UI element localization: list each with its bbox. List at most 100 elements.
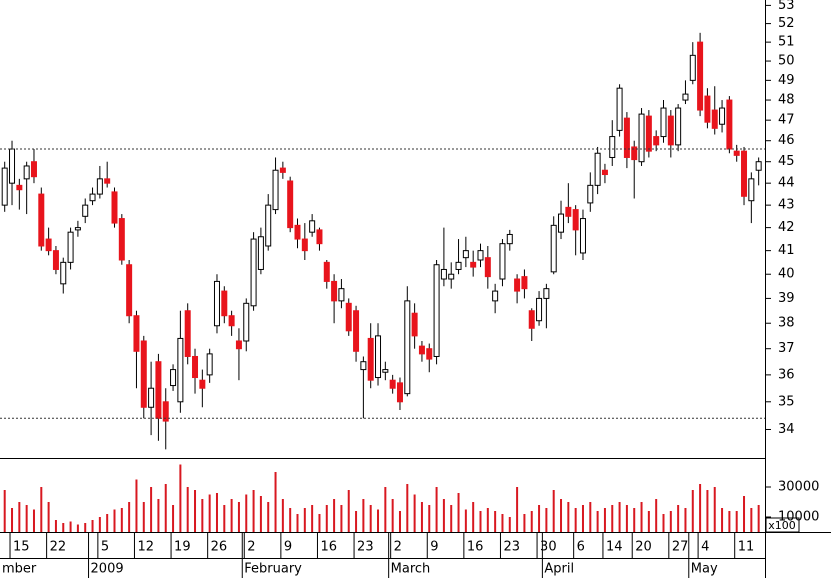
volume-bar — [245, 494, 248, 532]
volume-bar — [633, 508, 636, 532]
x-tick-label: 26 — [211, 540, 228, 555]
candle-body — [755, 161, 762, 171]
candle-body — [316, 229, 323, 245]
volume-bar — [164, 484, 167, 532]
candle-body — [638, 113, 645, 163]
volume-bar — [318, 514, 321, 532]
candle-body — [572, 209, 579, 231]
volume-bar — [120, 508, 123, 532]
x-tick-label: 11 — [738, 540, 755, 555]
x-tick-label: 23 — [503, 540, 520, 555]
volume-bar — [677, 505, 680, 532]
candle-body — [162, 401, 169, 422]
volume-bar — [398, 511, 401, 532]
candle-body — [689, 54, 696, 81]
volume-bar — [172, 505, 175, 532]
candle-body — [609, 136, 616, 158]
y-tick-label: 50 — [778, 54, 795, 69]
x-tick-label: 5 — [101, 540, 109, 555]
candle-body — [16, 184, 23, 191]
x-tick-label: 14 — [606, 540, 623, 555]
candle-body — [558, 213, 565, 233]
candle-body — [514, 278, 521, 292]
volume-tick-label: 30000 — [778, 480, 819, 495]
y-tick-label: 53 — [778, 0, 795, 13]
volume-bar — [391, 499, 394, 532]
candle-body — [492, 290, 499, 302]
volume-bar — [721, 508, 724, 532]
candle-body — [521, 276, 528, 290]
candle-body — [506, 233, 513, 245]
volume-bar — [32, 509, 35, 532]
y-tick-label: 45 — [778, 154, 795, 169]
volume-bar — [362, 499, 365, 532]
y-tick-label: 38 — [778, 316, 795, 331]
candle-body — [565, 206, 572, 217]
candle-body — [697, 41, 704, 111]
volume-bar — [442, 499, 445, 532]
volume-bar — [333, 499, 336, 532]
candle-body — [536, 297, 543, 322]
y-tick-label: 37 — [778, 341, 795, 356]
volume-bar — [574, 508, 577, 532]
candle-body — [375, 335, 382, 379]
month-label: April — [544, 562, 574, 577]
candle-body — [594, 152, 601, 186]
volume-bar — [303, 508, 306, 532]
y-tick-label: 48 — [778, 93, 795, 108]
volume-bar — [662, 514, 665, 532]
candle-body — [477, 250, 484, 261]
candle-body — [148, 387, 155, 408]
volume-bar — [347, 490, 350, 532]
x-tick-label: 4 — [701, 540, 709, 555]
candle-body — [30, 161, 37, 178]
candle-body — [448, 273, 455, 280]
candle-body — [221, 290, 228, 317]
volume-bar — [552, 490, 555, 532]
candle-body — [323, 261, 330, 282]
volume-bar — [267, 502, 270, 532]
volume-bar — [3, 490, 6, 532]
y-tick-label: 47 — [778, 113, 795, 128]
candle-body — [528, 310, 535, 329]
candle-body — [250, 238, 257, 307]
volume-bar — [384, 487, 387, 532]
candle-body — [660, 107, 667, 138]
volume-bar — [699, 484, 702, 532]
volume-bar — [142, 502, 145, 532]
candle-body — [550, 224, 557, 273]
volume-bar — [179, 464, 182, 532]
candle-body — [23, 165, 30, 180]
volume-bar — [406, 484, 409, 532]
y-tick-label: 42 — [778, 220, 795, 235]
volume-bar — [713, 487, 716, 532]
volume-bar — [355, 511, 358, 532]
volume-bar — [252, 490, 255, 532]
candle-body — [235, 340, 242, 350]
candle-body — [682, 93, 689, 101]
candle-body — [455, 261, 462, 270]
candle-body — [360, 361, 367, 371]
y-tick-label: 34 — [778, 422, 795, 437]
volume-bar — [84, 523, 87, 532]
candle-body — [704, 95, 711, 123]
x-tick-label: 19 — [174, 540, 191, 555]
candle-body — [616, 87, 623, 131]
y-tick-label: 41 — [778, 243, 795, 258]
candle-body — [353, 310, 360, 352]
volume-bar — [413, 494, 416, 532]
candle-body — [213, 280, 220, 327]
candle-body — [126, 264, 133, 317]
candle-body — [192, 355, 199, 379]
candle-body — [404, 300, 411, 395]
candle-body — [118, 218, 125, 261]
volume-unit-box — [765, 517, 800, 533]
candle-body — [623, 117, 630, 158]
candle-body — [257, 236, 264, 270]
candle-body — [272, 169, 279, 211]
y-tick-label: 49 — [778, 73, 795, 88]
x-tick-label: 9 — [430, 540, 438, 555]
candle-body — [396, 382, 403, 403]
volume-bar — [428, 505, 431, 532]
